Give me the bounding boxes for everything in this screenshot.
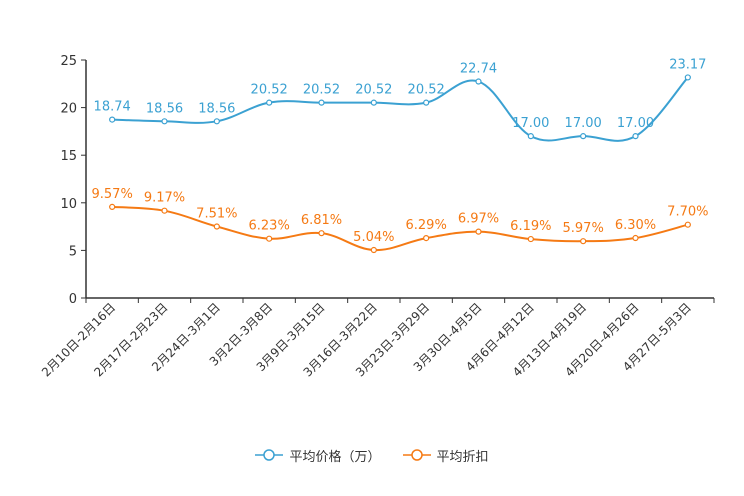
y-tick-label: 15 (60, 149, 77, 164)
price-point[interactable] (684, 74, 691, 81)
price-data-label: 23.17 (669, 57, 706, 72)
legend-item-price[interactable]: 平均价格（万） (255, 446, 381, 465)
price-point[interactable] (266, 99, 273, 106)
price-point[interactable] (370, 99, 377, 106)
price-point[interactable] (423, 99, 430, 106)
discount-series-line (112, 205, 689, 252)
price-data-label: 20.52 (408, 83, 445, 98)
price-data-label: 20.52 (303, 83, 340, 98)
discount-point[interactable] (527, 235, 534, 243)
discount-data-label: 5.04% (353, 230, 394, 245)
price-point[interactable] (632, 133, 639, 140)
price-point[interactable] (161, 118, 168, 125)
y-tick-label: 0 (69, 292, 77, 307)
discount-data-label: 9.17% (144, 191, 185, 206)
discount-point[interactable] (580, 238, 587, 245)
legend-label-discount: 平均折扣 (436, 449, 489, 465)
discount-point[interactable] (109, 203, 116, 210)
discount-point[interactable] (161, 207, 168, 214)
price-point[interactable] (580, 133, 587, 140)
legend-item-discount[interactable]: 平均折扣 (402, 446, 489, 465)
discount-point[interactable] (213, 223, 220, 230)
price-data-label: 18.56 (146, 101, 183, 116)
discount-data-label: 6.29% (406, 218, 447, 233)
price-data-label: 17.00 (565, 116, 602, 131)
y-tick-label: 10 (60, 197, 77, 212)
price-point[interactable] (318, 99, 325, 106)
legend-marker-price-icon (255, 449, 284, 461)
discount-data-label: 6.19% (510, 219, 551, 234)
discount-point[interactable] (684, 221, 691, 228)
discount-data-label: 9.57% (92, 187, 133, 202)
price-point[interactable] (109, 116, 116, 123)
discount-point[interactable] (632, 234, 639, 242)
price-point[interactable] (213, 118, 220, 125)
y-tick-label: 5 (69, 244, 77, 259)
discount-point[interactable] (475, 228, 482, 235)
discount-point[interactable] (266, 235, 273, 242)
y-tick-label: 20 (60, 102, 77, 117)
price-point[interactable] (475, 78, 482, 85)
discount-data-label: 6.81% (301, 213, 342, 228)
price-data-label: 22.74 (460, 62, 497, 77)
discount-data-label: 6.97% (458, 212, 499, 227)
legend-marker-discount-icon (402, 449, 431, 461)
legend-label-price: 平均价格（万） (289, 449, 381, 465)
price-data-label: 17.00 (617, 116, 654, 131)
discount-point[interactable] (423, 235, 430, 242)
discount-point[interactable] (370, 246, 377, 254)
discount-point[interactable] (318, 230, 325, 237)
discount-data-label: 6.23% (249, 219, 290, 234)
y-tick-label: 25 (60, 54, 77, 69)
price-point[interactable] (527, 133, 534, 140)
discount-data-label: 5.97% (563, 221, 604, 236)
price-data-label: 17.00 (512, 116, 549, 131)
price-data-label: 18.56 (198, 101, 235, 116)
legend: 平均价格（万） 平均折扣 (0, 444, 744, 466)
discount-data-label: 6.30% (615, 218, 656, 233)
discount-data-label: 7.51% (196, 207, 237, 222)
price-data-label: 20.52 (355, 83, 392, 98)
price-data-label: 20.52 (251, 83, 288, 98)
price-data-label: 18.74 (94, 100, 131, 115)
discount-data-label: 7.70% (667, 205, 708, 220)
